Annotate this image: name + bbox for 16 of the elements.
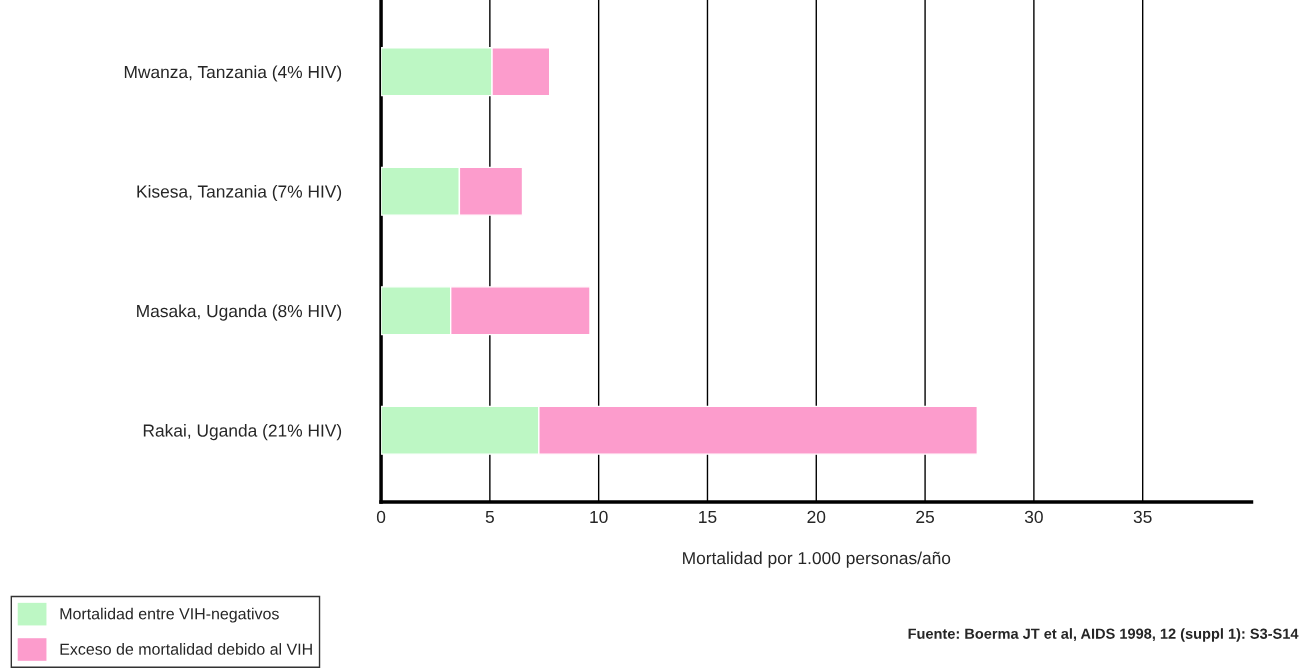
y-tick-label: Masaka, Uganda (8% HIV) xyxy=(137,304,342,321)
legend-label: Exceso de mortalidad debido al VIH xyxy=(60,643,312,655)
x-tick-label: 15 xyxy=(699,510,717,524)
x-axis-title: Mortalidad por 1.000 personas/año xyxy=(683,551,951,568)
y-tick-label: Rakai, Uganda (21% HIV) xyxy=(143,423,342,441)
x-tick-label: 0 xyxy=(376,510,386,524)
x-tick-label: 10 xyxy=(590,510,608,524)
legend-label: Mortalidad entre VIH-negativos xyxy=(60,607,279,623)
y-tick-label: Mwanza, Tanzania (4% HIV) xyxy=(124,65,342,82)
x-tick-label: 25 xyxy=(916,510,935,524)
x-tick-label: 20 xyxy=(807,510,826,524)
source-note: Fuente: Boerma JT et al, AIDS 1998, 12 (suppl 1): S3-S14 xyxy=(908,628,1299,642)
x-tick-label: 5 xyxy=(485,510,494,524)
x-tick-label: 30 xyxy=(1024,510,1043,524)
x-tick-label: 35 xyxy=(1133,510,1152,524)
y-tick-label: Kisesa, Tanzania (7% HIV) xyxy=(137,184,342,202)
